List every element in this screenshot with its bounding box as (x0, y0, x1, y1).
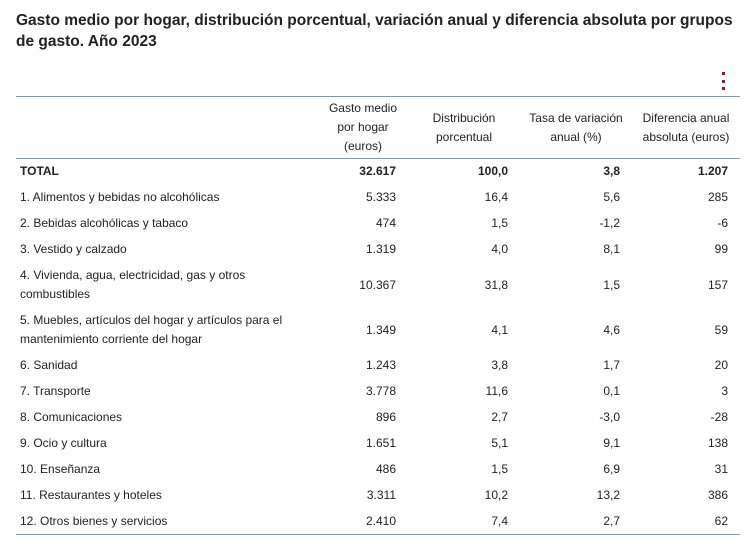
cell-tasa-variacion: 1,7 (603, 358, 620, 372)
row-label: 12. Otros bienes y servicios (20, 513, 168, 528)
cell-distribucion: 16,4 (484, 190, 508, 204)
cell-distribucion: 3,8 (491, 358, 508, 372)
cell-distribucion: 7,4 (491, 513, 508, 528)
header-diferencia: Diferencia anual absoluta (euros) (632, 97, 740, 159)
cell-gasto-medio: 1.651 (365, 436, 396, 450)
cell-tasa-variacion: 4,6 (603, 322, 620, 337)
table-row: 2. Bebidas alcohólicas y tabaco 474 1,5 -1,… (16, 211, 740, 237)
cell-gasto-medio: 3.311 (366, 488, 396, 502)
cell-diferencia: 1.207 (697, 164, 728, 179)
table-row-total: TOTAL 32.617 100,0 3,8 1.207 (16, 159, 740, 185)
row-label: 8. Comunicaciones (20, 410, 123, 424)
row-label: 1. Alimentos y bebidas no alcohólicas (20, 190, 220, 204)
row-label: 9. Ocio y cultura (20, 436, 107, 450)
header-diferencia-text: Diferencia anual absoluta (euros) (642, 110, 730, 144)
cell-diferencia: 285 (707, 190, 728, 204)
menu-dot (721, 87, 725, 90)
cell-diferencia: 157 (707, 277, 728, 292)
table-header: Gasto medio por hogar (euros) Distribuci… (16, 96, 740, 159)
cell-tasa-variacion: -3,0 (599, 410, 620, 424)
cell-gasto-medio: 896 (375, 410, 396, 424)
row-label: 7. Transporte (20, 384, 91, 398)
cell-tasa-variacion: 5,6 (603, 190, 620, 204)
cell-gasto-medio: 10.367 (359, 277, 396, 292)
table-row: 5. Muebles, artículos del hogar y artícu… (16, 308, 740, 353)
row-label: 10. Enseñanza (20, 462, 101, 476)
table-row: 7. Transporte 3.778 11,6 0,1 3 (16, 379, 740, 405)
cell-distribucion: 1,5 (491, 216, 508, 230)
table-row: 12. Otros bienes y servicios 2.410 7,4 2,7 6… (16, 509, 740, 535)
cell-gasto-medio: 1.349 (365, 322, 396, 337)
header-row: Gasto medio por hogar (euros) Distribuci… (16, 96, 740, 159)
cell-distribucion: 11,6 (485, 384, 508, 398)
table-body: TOTAL 32.617 100,0 3,8 1.207 1. Alimentos y b… (16, 159, 740, 535)
header-tasa-variacion: Tasa de variación anual (%) (520, 97, 632, 159)
cell-diferencia: 20 (714, 358, 728, 372)
cell-diferencia: -6 (717, 216, 728, 230)
menu-dot (721, 79, 725, 83)
header-tasa-variacion-text: Tasa de variación anual (%) (529, 110, 623, 144)
cell-gasto-medio: 2.410 (365, 513, 396, 528)
row-label: 11. Restaurantes y hoteles (20, 488, 162, 502)
cell-tasa-variacion: 1,5 (603, 277, 620, 292)
cell-diferencia: 99 (714, 242, 728, 256)
cell-diferencia: 59 (714, 322, 728, 337)
row-label: 3. Vestido y calzado (20, 242, 127, 256)
row-label: 2. Bebidas alcohólicas y tabaco (20, 216, 189, 230)
header-label-column (16, 97, 318, 159)
cell-gasto-medio: 1.243 (365, 358, 396, 372)
cell-distribucion: 100,0 (477, 164, 508, 179)
header-gasto-medio-text: Gasto medio por hogar (euros) (328, 101, 398, 153)
cell-distribucion: 5,1 (491, 436, 508, 450)
cell-diferencia: -28 (710, 410, 728, 424)
cell-gasto-medio: 3.778 (365, 384, 396, 398)
table-row: 4. Vivienda, agua, electricidad, gas y o… (16, 263, 740, 308)
cell-diferencia: 138 (707, 436, 728, 450)
page-title: Gasto medio por hogar, distribución porc… (16, 12, 733, 50)
row-label: 5. Muebles, artículos del hogar y artícu… (20, 313, 283, 346)
cell-gasto-medio: 486 (375, 462, 396, 476)
table-row: 1. Alimentos y bebidas no alcohólicas 5.3… (16, 185, 740, 211)
row-label: TOTAL (20, 164, 59, 179)
row-label: 6. Sanidad (20, 358, 78, 372)
cell-diferencia: 386 (707, 488, 728, 502)
header-distribucion-text: Distribución porcentual (432, 110, 496, 144)
cell-gasto-medio: 1.319 (365, 242, 396, 256)
header-gasto-medio: Gasto medio por hogar (euros) (318, 97, 408, 159)
table-row: 3. Vestido y calzado 1.319 4,0 8,1 99 (16, 237, 740, 263)
expenditure-table: Gasto medio por hogar (euros) Distribuci… (16, 96, 740, 535)
cell-gasto-medio: 5.333 (365, 190, 396, 204)
table-row: 11. Restaurantes y hoteles 3.311 10,2 13,2 3… (16, 483, 740, 509)
table-row: 10. Enseñanza 486 1,5 6,9 31 (16, 457, 740, 483)
cell-distribucion: 10,2 (484, 488, 508, 502)
cell-distribucion: 31,8 (484, 277, 508, 292)
cell-distribucion: 1,5 (491, 462, 508, 476)
cell-distribucion: 4,1 (491, 322, 508, 337)
cell-distribucion: 2,7 (491, 410, 508, 424)
table-row: 6. Sanidad 1.243 3,8 1,7 20 (16, 353, 740, 379)
cell-tasa-variacion: 0,1 (603, 384, 620, 398)
cell-tasa-variacion: 9,1 (603, 436, 620, 450)
cell-tasa-variacion: 2,7 (603, 513, 620, 528)
cell-tasa-variacion: 3,8 (603, 164, 620, 179)
cell-tasa-variacion: 8,1 (603, 242, 620, 256)
cell-diferencia: 3 (721, 384, 728, 398)
cell-gasto-medio: 474 (375, 216, 396, 230)
table-row: 9. Ocio y cultura 1.651 5,1 9,1 138 (16, 431, 740, 457)
table-row: 8. Comunicaciones 896 2,7 -3,0 -28 (16, 405, 740, 431)
cell-tasa-variacion: 6,9 (603, 462, 620, 476)
cell-tasa-variacion: -1,2 (599, 216, 620, 230)
cell-gasto-medio: 32.617 (359, 164, 396, 179)
cell-tasa-variacion: 13,2 (596, 488, 620, 502)
cell-diferencia: 62 (714, 513, 728, 528)
row-label: 4. Vivienda, agua, electricidad, gas y o… (20, 268, 246, 301)
cell-diferencia: 31 (714, 462, 728, 476)
header-distribucion: Distribución porcentual (408, 97, 520, 159)
menu-dot (721, 72, 725, 75)
cell-distribucion: 4,0 (491, 242, 508, 256)
vertical-dots-icon[interactable] (717, 72, 729, 90)
